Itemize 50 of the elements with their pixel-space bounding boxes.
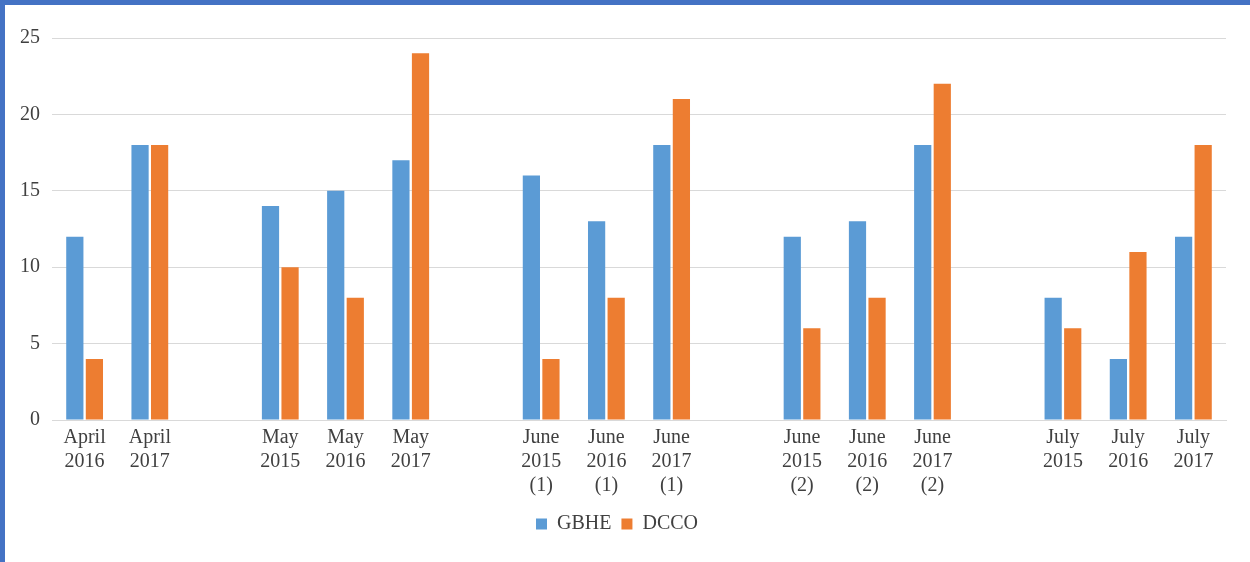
- bar: [868, 297, 886, 420]
- x-tick-label: July 2016: [1108, 425, 1149, 472]
- y-tick-label: 5: [30, 330, 40, 353]
- bar: [1194, 144, 1212, 420]
- bar: [327, 190, 345, 420]
- x-tick-label: June 2016 (1): [586, 425, 627, 497]
- bar: [607, 297, 625, 420]
- y-tick-label: 10: [20, 254, 40, 277]
- x-tick-label: June 2017 (1): [651, 425, 692, 497]
- bar: [411, 53, 430, 420]
- bar: [1044, 297, 1062, 420]
- bar: [85, 358, 103, 420]
- bar: [1175, 236, 1193, 420]
- bar: [672, 99, 690, 420]
- x-tick-label: May 2017: [390, 425, 431, 472]
- bar: [783, 236, 801, 420]
- bar: [914, 144, 932, 420]
- bar: [66, 236, 84, 420]
- bar: [1129, 251, 1147, 420]
- y-tick-label: 20: [20, 101, 40, 124]
- legend-label: DCCO: [642, 511, 699, 534]
- bar: [542, 358, 560, 420]
- bar: [848, 221, 867, 420]
- bar: [261, 206, 280, 420]
- x-tick-label: May 2015: [260, 425, 301, 472]
- bar: [933, 83, 951, 420]
- bar: [151, 144, 169, 420]
- x-tick-label: June 2015 (1): [521, 425, 562, 497]
- bar: [1064, 328, 1082, 420]
- bar: [588, 221, 606, 420]
- y-tick-label: 0: [30, 407, 40, 430]
- bar: [803, 328, 821, 420]
- x-tick-label: May 2016: [325, 425, 366, 472]
- bar: [281, 267, 299, 420]
- x-tick-label: June 2015 (2): [782, 425, 823, 497]
- x-tick-label: July 2015: [1042, 425, 1083, 472]
- bar: [131, 144, 149, 420]
- bar: [522, 175, 540, 420]
- x-tick-label: April 2016: [63, 425, 107, 472]
- bar: [653, 144, 671, 420]
- legend-label: GBHE: [557, 511, 612, 534]
- bar: [346, 297, 364, 420]
- bar: [1109, 358, 1127, 420]
- x-tick-label: July 2017: [1173, 425, 1214, 472]
- x-tick-label: April 2017: [128, 425, 172, 472]
- y-tick-label: 15: [20, 178, 40, 201]
- x-tick-label: June 2017 (2): [912, 425, 953, 497]
- bar: [392, 160, 410, 420]
- x-tick-label: June 2016 (2): [847, 425, 888, 497]
- y-tick-label: 25: [20, 25, 40, 48]
